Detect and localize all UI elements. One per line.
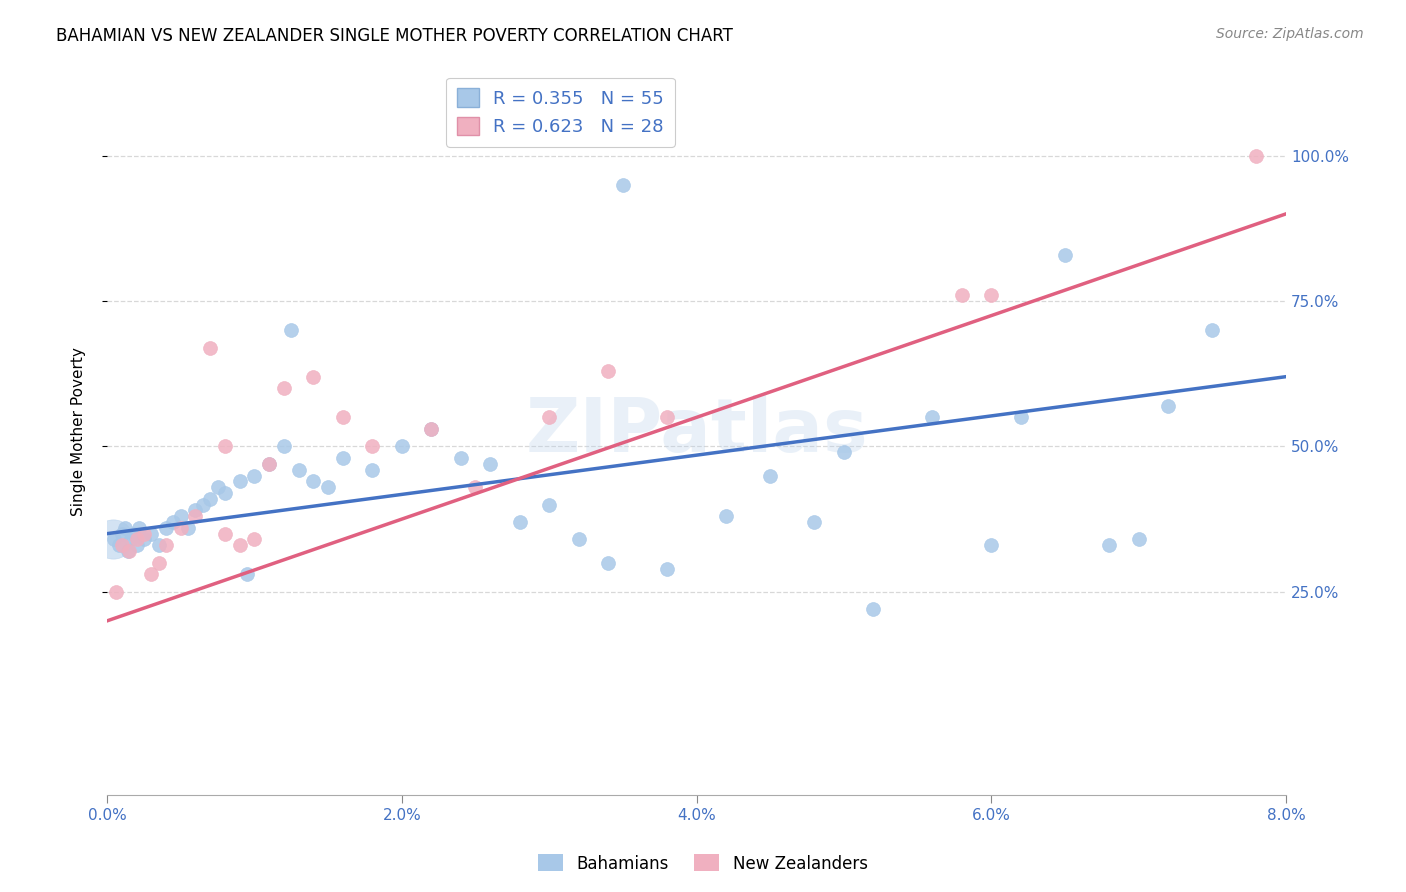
Point [214,486,236,500]
Point [148,538,170,552]
Point [200,341,222,355]
Point [1157,399,1180,413]
Point [655,561,678,575]
Point [921,410,943,425]
Point [316,480,339,494]
Point [980,538,1002,552]
Point [108,538,131,552]
Point [184,509,207,524]
Point [332,410,354,425]
Point [122,526,145,541]
Point [243,468,266,483]
Point [148,556,170,570]
Point [832,445,855,459]
Point [287,463,309,477]
Point [950,288,973,302]
Point [302,475,325,489]
Point [228,475,250,489]
Point [1053,247,1076,261]
Point [759,468,782,483]
Point [101,533,124,547]
Point [117,544,139,558]
Point [243,533,266,547]
Point [332,451,354,466]
Point [177,521,200,535]
Point [612,178,634,192]
Text: ZIPatlas: ZIPatlas [526,395,868,468]
Point [598,364,620,378]
Point [155,521,177,535]
Point [132,526,155,541]
Point [132,533,155,547]
Point [228,538,250,552]
Point [714,509,737,524]
Point [162,515,184,529]
Point [464,480,486,494]
Point [236,567,259,582]
Point [862,602,884,616]
Point [420,422,443,436]
Point [257,457,280,471]
Point [200,491,222,506]
Point [184,503,207,517]
Point [1246,149,1268,163]
Point [111,526,134,541]
Point [280,323,302,337]
Point [214,526,236,541]
Point [120,533,142,547]
Point [1098,538,1121,552]
Point [302,369,325,384]
Point [125,533,148,547]
Point [103,533,125,547]
Point [361,463,384,477]
Text: Source: ZipAtlas.com: Source: ZipAtlas.com [1216,27,1364,41]
Point [391,439,413,453]
Point [118,544,141,558]
Point [1201,323,1223,337]
Point [420,422,443,436]
Point [361,439,384,453]
Point [1010,410,1032,425]
Point [655,410,678,425]
Point [141,526,163,541]
Point [170,521,193,535]
Point [273,381,295,395]
Point [207,480,229,494]
Point [257,457,280,471]
Point [114,521,136,535]
Point [509,515,531,529]
Point [125,538,148,552]
Text: BAHAMIAN VS NEW ZEALANDER SINGLE MOTHER POVERTY CORRELATION CHART: BAHAMIAN VS NEW ZEALANDER SINGLE MOTHER … [56,27,733,45]
Point [538,498,561,512]
Point [214,439,236,453]
Point [803,515,825,529]
Legend: Bahamians, New Zealanders: Bahamians, New Zealanders [531,847,875,880]
Point [155,538,177,552]
Point [273,439,295,453]
Point [191,498,214,512]
Point [128,521,150,535]
Point [538,410,561,425]
Point [980,288,1002,302]
Point [450,451,472,466]
Point [104,584,127,599]
Point [170,509,193,524]
Point [141,567,163,582]
Point [1128,533,1150,547]
Point [568,533,591,547]
Point [598,556,620,570]
Point [111,538,134,552]
Legend: R = 0.355   N = 55, R = 0.623   N = 28: R = 0.355 N = 55, R = 0.623 N = 28 [446,78,675,147]
Point [479,457,502,471]
Y-axis label: Single Mother Poverty: Single Mother Poverty [72,348,86,516]
